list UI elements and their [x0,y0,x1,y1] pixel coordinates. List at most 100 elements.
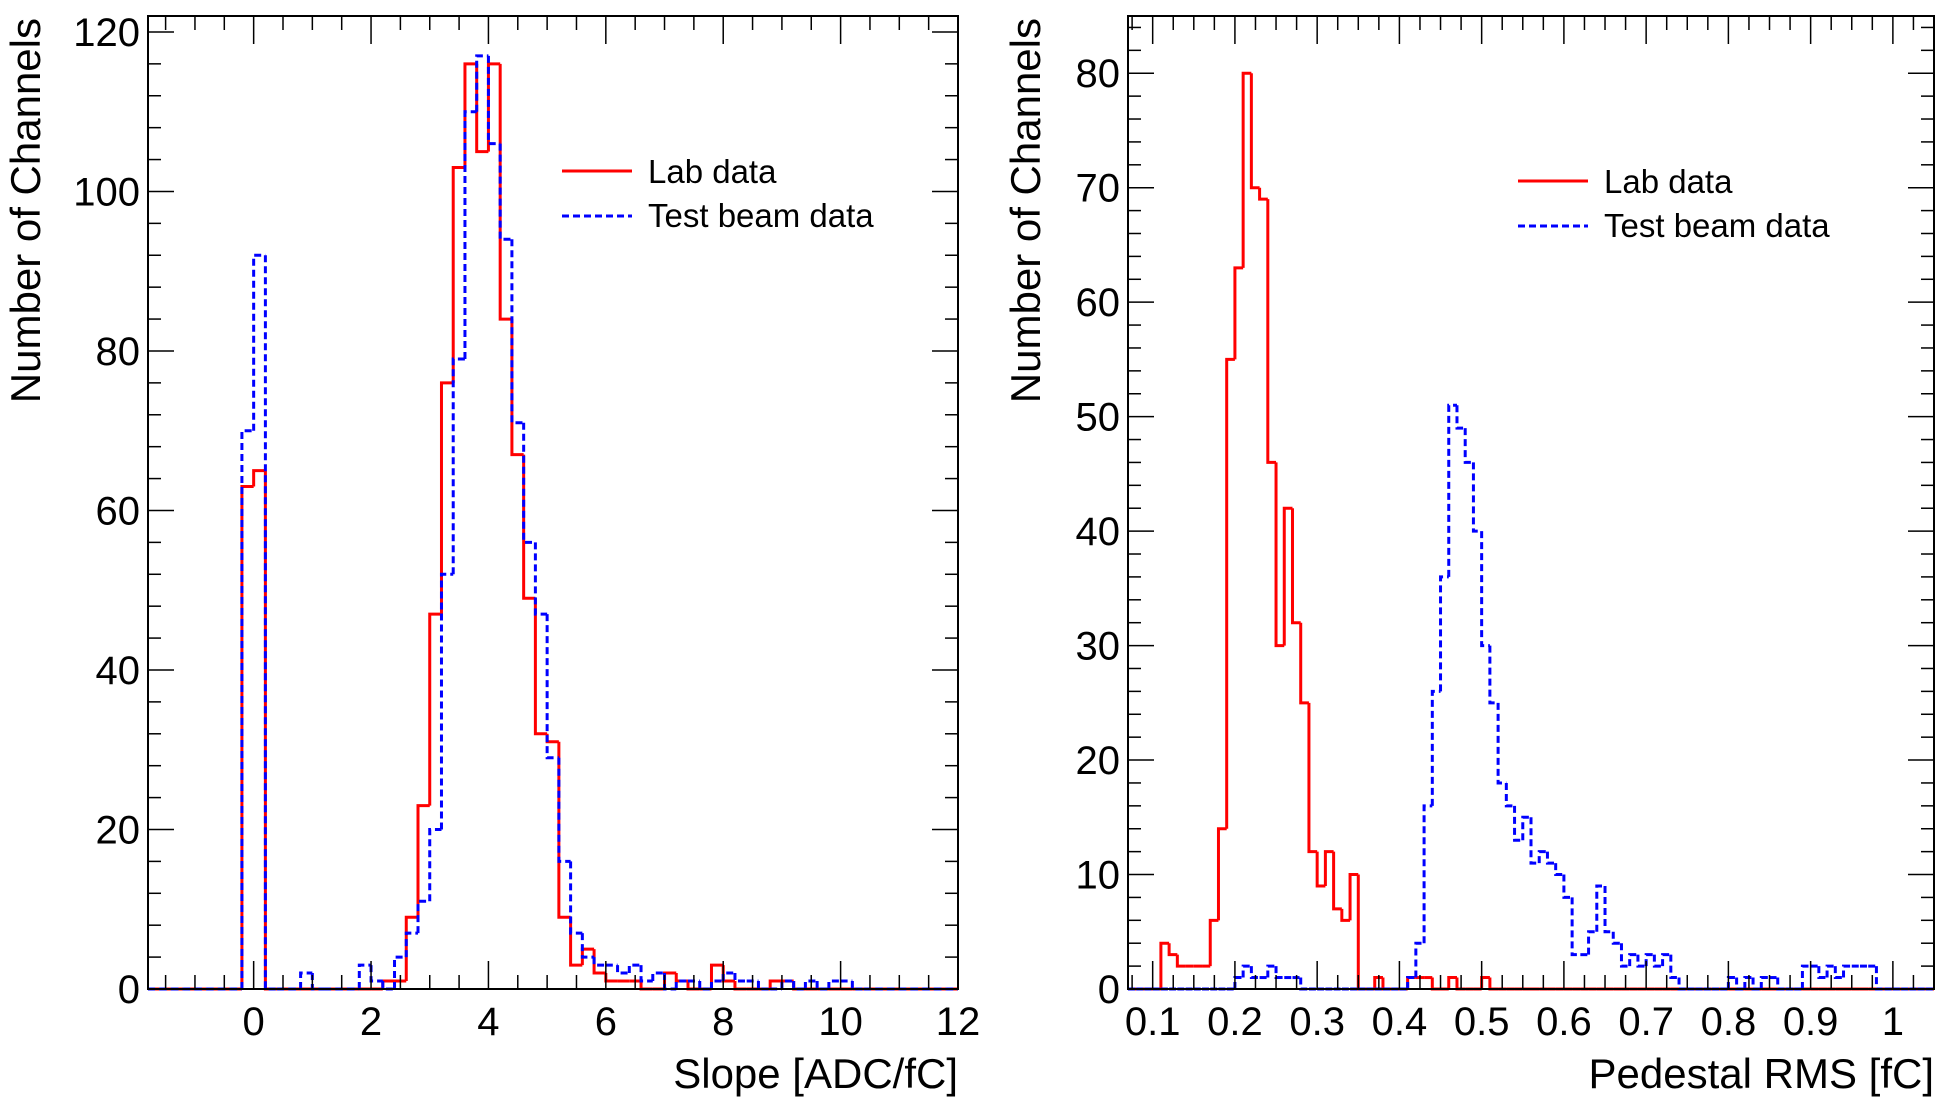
histogram-bin [522,422,536,544]
histogram-bin [592,957,606,967]
histogram-bin [545,733,559,744]
y-tick-label: 50 [1076,396,1121,440]
histogram-bin [1545,851,1556,865]
histogram-bin [451,166,465,383]
histogram-bin [1776,977,1786,991]
histogram-bin [1554,863,1564,877]
histogram-bin [1759,976,1770,989]
legend-lab-label: Lab data [648,153,777,190]
histogram-bin [1800,964,1811,989]
histogram-bin [592,949,606,975]
histogram-bin [627,963,642,974]
histogram-bin [1430,977,1441,991]
x-tick-label: 0.2 [1207,1000,1263,1044]
histogram-bin [486,55,501,146]
histogram-bin [416,804,430,918]
histogram-bin [533,598,548,736]
histogram-bin [522,454,536,600]
histogram-bin [404,915,418,982]
histogram-bin [1587,930,1597,955]
histogram-bin [1743,976,1754,989]
legend: Lab data Test beam data [1518,163,1830,244]
y-tick-label: 0 [118,968,140,1012]
y-tick-label: 120 [73,11,140,55]
histogram-bin [510,239,524,425]
histogram-bin [1677,977,1688,991]
histogram-bin [1159,941,1170,989]
histogram-bin [1669,954,1680,980]
y-tick-label: 30 [1076,625,1121,669]
y-tick-label: 70 [1076,167,1121,211]
histogram-bin [1652,954,1663,968]
histogram-bin [1266,964,1277,978]
plot-frame [147,15,959,990]
histogram-bin [674,979,688,989]
histogram-bin [733,973,747,983]
histogram-bin [299,971,313,989]
histogram-bin [263,255,278,991]
histogram-bin [1611,931,1622,945]
histogram-bin [709,963,724,989]
histogram-bin [1406,976,1416,989]
histogram-bin [1447,976,1457,989]
histogram-bin [1225,357,1235,829]
histogram-bin [533,542,548,616]
plot-frame [1127,15,1935,990]
histogram-bin [557,757,571,863]
histogram-bin [1274,462,1285,648]
histogram-bin [1216,827,1227,921]
histogram-bin [1167,943,1178,957]
histogram-bin [1833,966,1844,980]
histogram-bin [252,469,266,487]
test-beam-data-series [148,54,958,991]
histogram-bin [639,965,653,983]
x-tick-label: 4 [477,1000,499,1044]
x-tick-label: 0.7 [1618,1000,1674,1044]
histogram-bin [486,62,501,152]
histogram-bin [1619,943,1630,968]
histogram-bin [1480,531,1490,648]
test-beam-data-series [1128,403,1934,991]
x-tick-label: 0.9 [1783,1000,1839,1044]
histogram-bin [1249,73,1260,190]
histogram-bin [463,110,477,359]
histogram-bin [510,319,524,457]
histogram-bin [651,971,665,982]
x-tick-label: 12 [936,1000,981,1044]
y-tick-label: 60 [96,489,141,533]
histogram-bin [1266,199,1277,464]
histogram-bin [1455,405,1466,430]
histogram-bin [1422,804,1433,944]
histogram-bin [616,965,630,975]
histogram-bin [475,54,489,112]
histogram-bin [252,253,266,431]
histogram-bin [709,979,724,989]
y-tick-label: 10 [1076,854,1121,898]
histogram-bin [1315,851,1326,888]
histogram-bin [498,63,512,321]
histogram-bin [557,741,571,919]
histogram-bin [1414,941,1425,978]
y-tick-label: 40 [1076,510,1121,554]
histogram-bin [1373,976,1383,989]
histogram-bin [1241,964,1252,978]
histogram-bin [1282,506,1293,646]
histogram-bin [1661,953,1671,967]
histogram-bin [1595,884,1606,932]
histogram-bin [1381,977,1392,991]
histogram-bin [451,357,465,575]
x-tick-label: 0.4 [1372,1000,1428,1044]
pedestal-rms-histogram-panel: 0.1 0.2 0.3 0.4 0.5 0.6 0.7 0.8 0.9 1010203040506… [1002,15,1935,1097]
histogram-bin [1504,782,1515,808]
histogram-bin [263,470,278,991]
x-tick-label: 0.3 [1289,1000,1345,1044]
x-tick-label: 1 [1882,1000,1904,1044]
histogram-bin [1233,976,1244,989]
histogram-bin [416,899,430,934]
histogram-bin [1521,815,1531,841]
y-tick-label: 80 [96,330,141,374]
histogram-bin [1332,851,1342,911]
histogram-bin [803,979,818,989]
